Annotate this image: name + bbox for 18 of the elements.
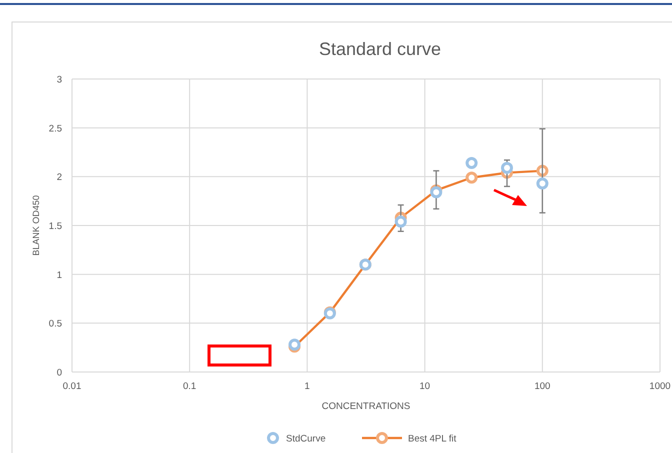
y-axis-title: BLANK OD450 <box>31 195 41 256</box>
x-tick-label: 1000 <box>649 381 671 392</box>
legend-label: StdCurve <box>286 434 326 444</box>
chart-title: Standard curve <box>318 39 442 59</box>
y-tick-label: 0.5 <box>48 318 62 330</box>
y-tick-label: 1.5 <box>48 221 62 232</box>
x-tick-label: 100 <box>534 381 550 392</box>
legend-label: Best 4PL fit <box>408 434 457 444</box>
y-tick-label: 0 <box>56 368 62 378</box>
y-tick-label: 3 <box>56 74 62 86</box>
x-tick-label: 1 <box>304 381 310 392</box>
x-tick-label: 10 <box>420 381 430 392</box>
y-tick-label: 2.5 <box>48 123 62 134</box>
x-axis-title: CONCENTRATIONS <box>322 401 410 412</box>
y-tick-label: 2 <box>56 172 62 184</box>
y-tick-label: 1 <box>56 270 62 281</box>
x-tick-label: 0.01 <box>62 381 82 392</box>
x-tick-label: 0.1 <box>182 381 196 392</box>
